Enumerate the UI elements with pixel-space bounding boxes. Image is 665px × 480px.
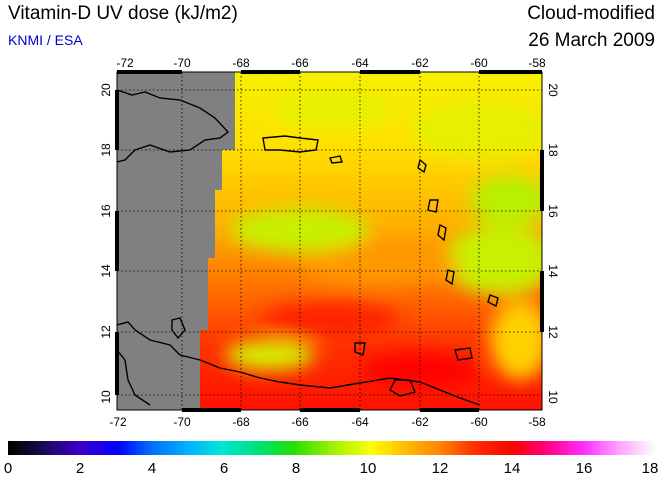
colorbar-label: 2 — [75, 460, 85, 477]
lat-tick-left: 10 — [99, 390, 113, 404]
colorbar-label: 18 — [641, 460, 659, 477]
lon-tick-bottom: -72 — [109, 415, 127, 429]
colorbar-label: 0 — [3, 460, 13, 477]
lon-tick-top: -72 — [116, 56, 134, 70]
coastlines — [117, 89, 499, 406]
lat-tick-left: 18 — [99, 143, 113, 157]
colorbar — [8, 441, 656, 455]
colorbar-label: 16 — [575, 460, 593, 477]
colorbar-label: 6 — [219, 460, 229, 477]
lat-tick-left: 12 — [99, 325, 113, 339]
lat-tick-left: 14 — [99, 264, 113, 278]
colorbar-label: 12 — [431, 460, 449, 477]
lon-tick-top: -68 — [232, 56, 250, 70]
map-title: Vitamin-D UV dose (kJ/m2) — [8, 3, 238, 24]
colorbar-label: 10 — [359, 460, 377, 477]
lon-tick-bottom: -70 — [173, 415, 191, 429]
date-label: 26 March 2009 — [528, 30, 655, 51]
lon-tick-bottom: -66 — [291, 415, 309, 429]
colorbar-label: 8 — [291, 460, 301, 477]
lon-tick-bottom: -62 — [411, 415, 429, 429]
source-label: KNMI / ESA — [8, 32, 83, 48]
uv-dose-map: -72 -70 -68 -66 -64 -62 -60 -58 -72 -70 … — [99, 56, 560, 429]
lon-tick-bottom: -60 — [470, 415, 488, 429]
map-border-bars — [115, 70, 544, 412]
graticule — [117, 72, 542, 410]
lon-tick-bottom: -64 — [351, 415, 369, 429]
lat-tick-right: 14 — [546, 264, 560, 278]
lat-tick-right: 10 — [546, 390, 560, 404]
mode-label: Cloud-modified — [527, 3, 655, 24]
lon-tick-top: -70 — [173, 56, 191, 70]
lat-tick-right: 20 — [546, 83, 560, 97]
lat-tick-left: 20 — [99, 83, 113, 97]
lon-tick-top: -66 — [291, 56, 309, 70]
lon-tick-bottom: -58 — [528, 415, 546, 429]
lat-tick-right: 12 — [546, 325, 560, 339]
lon-tick-top: -64 — [351, 56, 369, 70]
lon-tick-top: -60 — [470, 56, 488, 70]
lat-tick-left: 16 — [99, 204, 113, 218]
lon-tick-bottom: -68 — [232, 415, 250, 429]
colorbar-label: 14 — [503, 460, 521, 477]
lat-tick-right: 16 — [546, 204, 560, 218]
dose-field — [117, 72, 542, 410]
lat-tick-right: 18 — [546, 143, 560, 157]
colorbar-label: 4 — [147, 460, 157, 477]
lon-tick-top: -58 — [528, 56, 546, 70]
lon-tick-top: -62 — [411, 56, 429, 70]
